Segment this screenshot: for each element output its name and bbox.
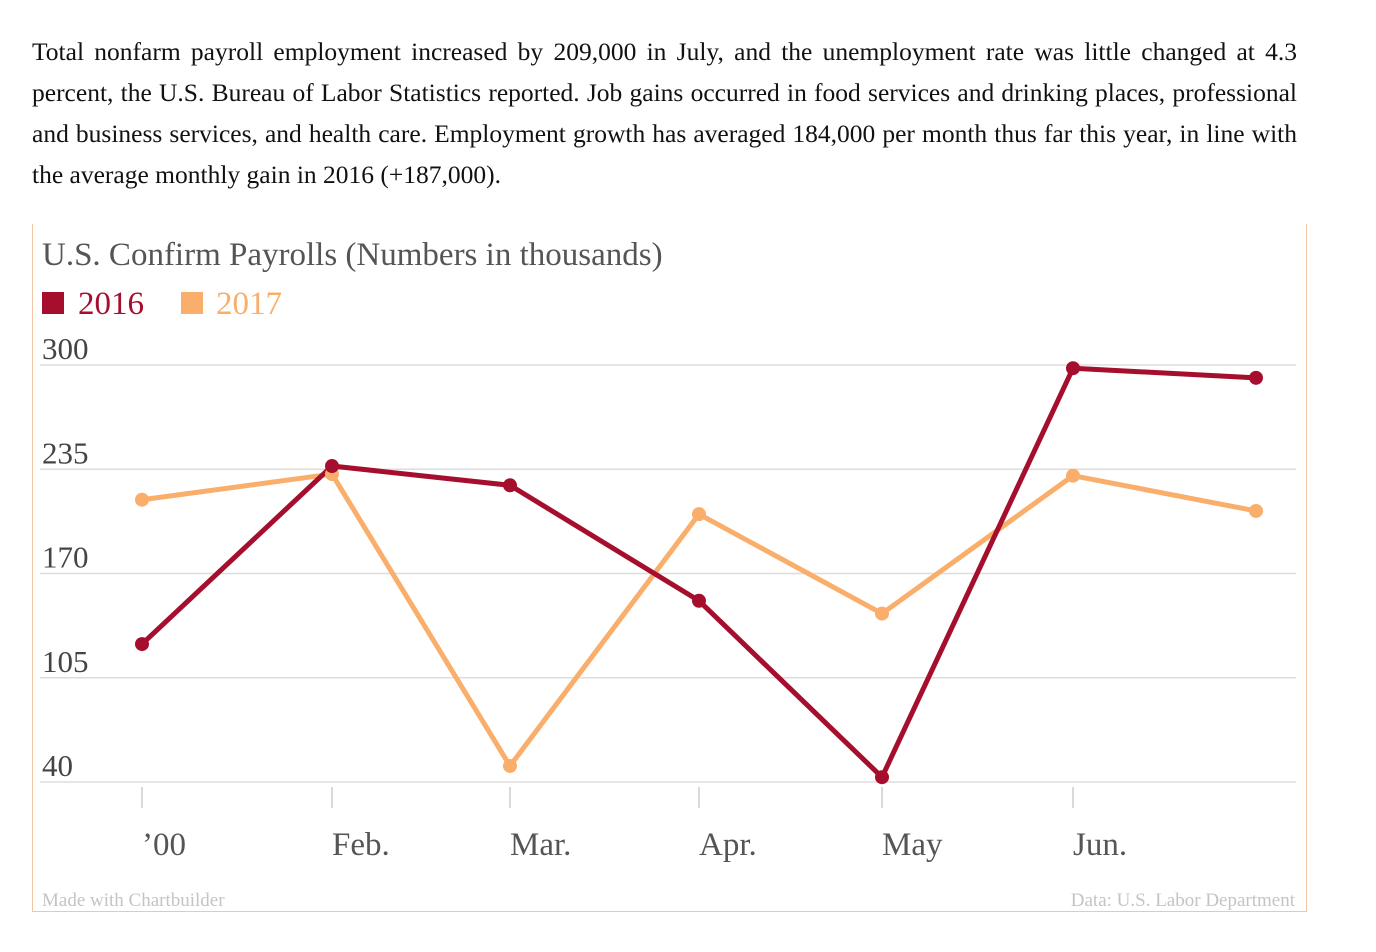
data-point-2017 <box>1066 468 1080 483</box>
x-tick-label: Mar. <box>510 827 571 863</box>
x-tick-label: Jun. <box>1073 827 1127 863</box>
data-point-2016 <box>1249 370 1263 385</box>
series-lines <box>139 365 1259 780</box>
y-tick-label: 300 <box>42 331 89 366</box>
data-point-2016 <box>503 478 517 493</box>
y-axis-ticks: 40 105 170 235 300 <box>42 331 89 783</box>
gridlines <box>40 364 1296 783</box>
data-point-2017 <box>875 606 889 621</box>
series-points <box>135 361 1263 785</box>
data-point-2017 <box>1249 503 1263 518</box>
legend-swatch-2017 <box>181 292 203 314</box>
data-point-2016 <box>692 593 706 608</box>
y-tick-label: 170 <box>42 540 89 575</box>
data-point-2017 <box>135 492 149 507</box>
x-axis-ticks: ’00 Feb. Mar. Apr. May Jun. <box>141 787 1127 863</box>
x-tick-label: Feb. <box>332 827 390 863</box>
footer-credit: Made with Chartbuilder <box>42 890 225 911</box>
series-line-2016 <box>139 365 1259 780</box>
legend-swatch-2016 <box>42 292 64 314</box>
y-tick-label: 235 <box>42 435 89 470</box>
footer-source: Data: U.S. Labor Department <box>1071 890 1296 911</box>
y-tick-label: 105 <box>42 644 89 679</box>
intro-paragraph: Total nonfarm payroll employment increas… <box>32 37 1297 189</box>
legend-label-2016: 2016 <box>78 286 144 322</box>
legend: 2016 2017 <box>42 286 282 322</box>
data-point-2016 <box>135 637 149 652</box>
legend-label-2017: 2017 <box>216 286 282 322</box>
data-point-2016 <box>325 459 339 474</box>
x-tick-label: Apr. <box>699 827 757 863</box>
data-point-2017 <box>692 507 706 522</box>
data-point-2016 <box>875 770 889 785</box>
chart-title: U.S. Confirm Payrolls (Numbers in thousa… <box>42 237 663 273</box>
x-tick-label: May <box>882 827 943 863</box>
y-tick-label: 40 <box>42 748 73 783</box>
x-tick-label: ’00 <box>142 827 186 863</box>
data-point-2016 <box>1066 361 1080 376</box>
data-point-2017 <box>503 758 517 773</box>
chart-frame <box>32 224 1307 912</box>
